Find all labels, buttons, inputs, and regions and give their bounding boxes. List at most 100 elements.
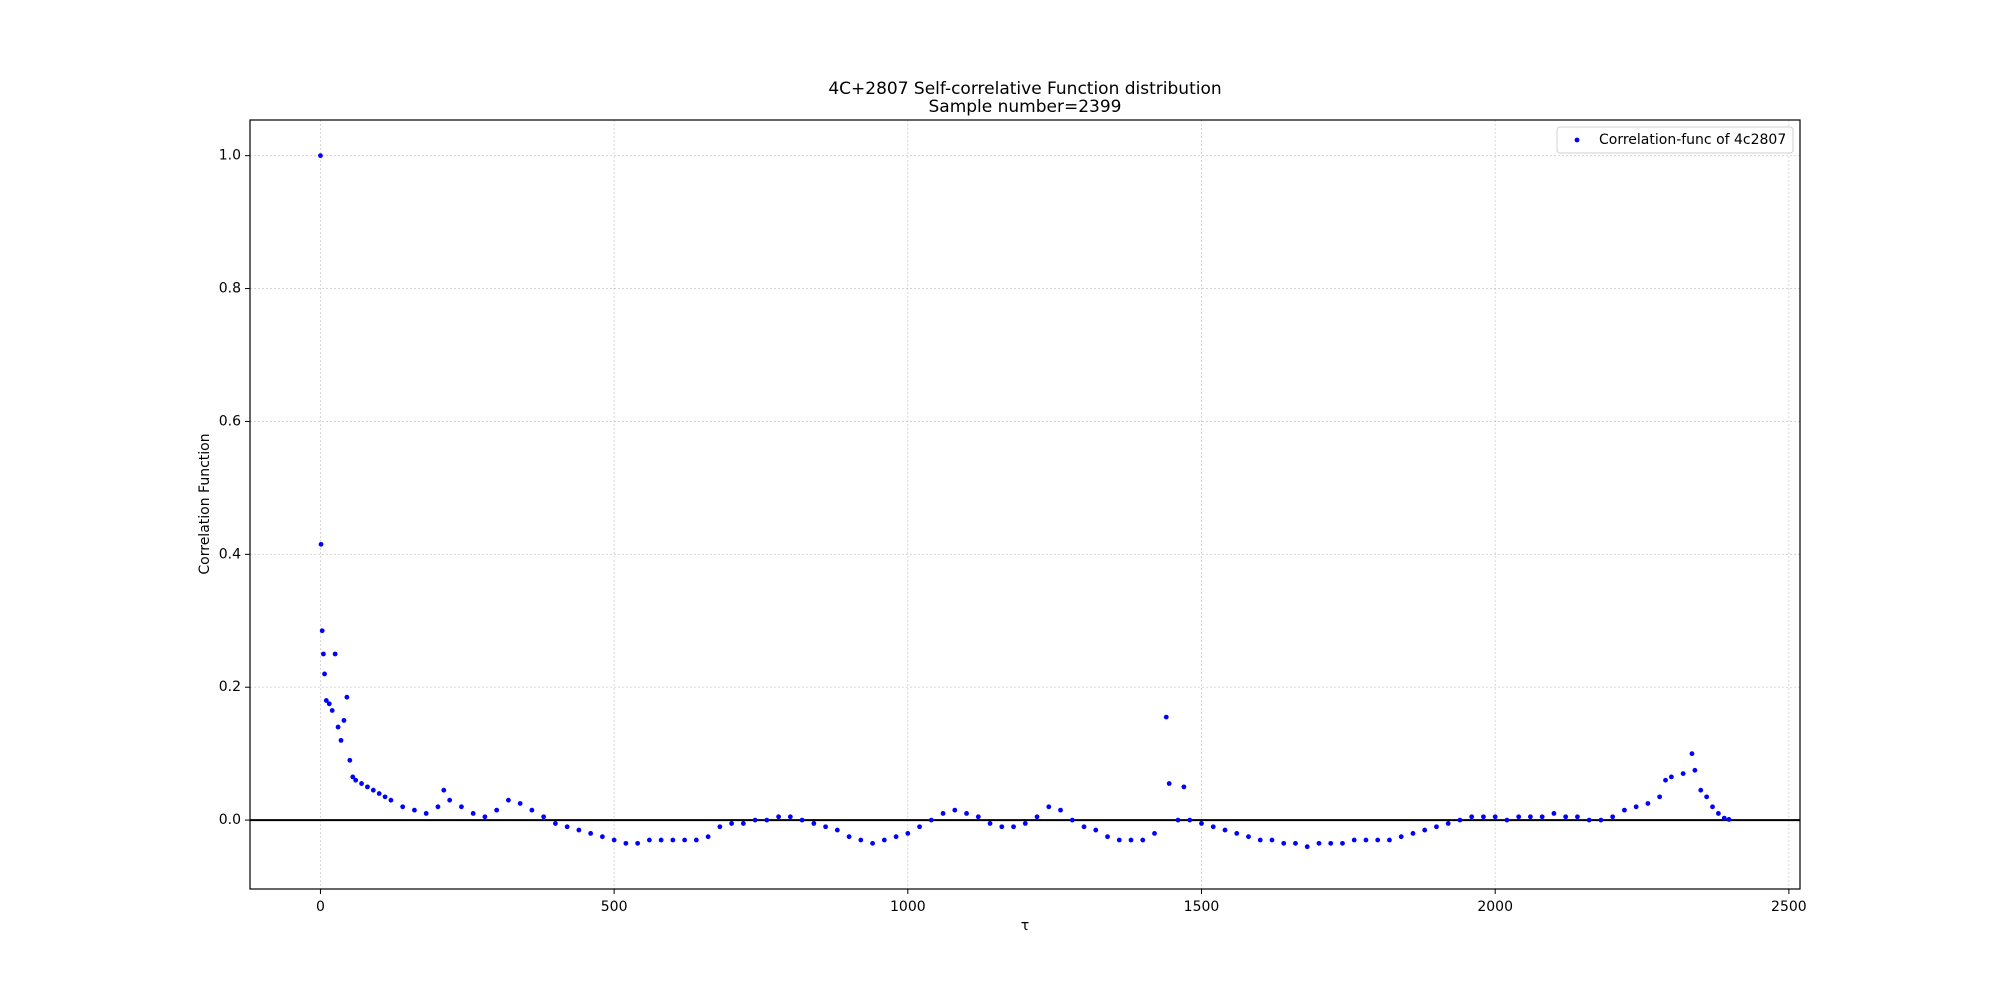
data-point bbox=[1340, 840, 1345, 846]
data-point bbox=[1721, 815, 1727, 821]
data-point bbox=[1492, 814, 1498, 820]
data-point bbox=[635, 840, 641, 846]
data-point bbox=[599, 834, 605, 840]
data-point bbox=[1698, 787, 1704, 793]
data-point bbox=[1304, 844, 1310, 850]
data-point bbox=[344, 694, 350, 700]
y-tick-label: 1.0 bbox=[219, 148, 241, 164]
data-point bbox=[987, 821, 993, 826]
data-point bbox=[1715, 811, 1721, 816]
data-point bbox=[1022, 821, 1028, 826]
data-point bbox=[365, 784, 370, 790]
data-point bbox=[658, 837, 664, 843]
data-point bbox=[1645, 801, 1651, 806]
data-point bbox=[776, 814, 781, 820]
data-point bbox=[1528, 814, 1533, 820]
data-point bbox=[318, 541, 324, 547]
data-point bbox=[1222, 827, 1228, 833]
data-point bbox=[588, 830, 594, 836]
data-point bbox=[623, 840, 629, 846]
data-point bbox=[1504, 817, 1510, 823]
x-tick-label: 2000 bbox=[1477, 899, 1513, 915]
data-point bbox=[846, 834, 852, 840]
data-point bbox=[1210, 824, 1216, 830]
data-point bbox=[382, 794, 388, 800]
data-point bbox=[764, 817, 770, 823]
data-point bbox=[400, 804, 406, 810]
data-point bbox=[541, 814, 547, 820]
data-point bbox=[359, 781, 364, 786]
data-point bbox=[1551, 811, 1557, 816]
data-point bbox=[1692, 767, 1698, 773]
data-point bbox=[1726, 817, 1732, 822]
data-point bbox=[447, 797, 453, 803]
data-point bbox=[1575, 814, 1580, 820]
data-point bbox=[332, 651, 338, 657]
x-tick-label: 0 bbox=[316, 899, 325, 915]
legend-label: Correlation-func of 4c2807 bbox=[1599, 132, 1786, 148]
x-axis-label: τ bbox=[1021, 918, 1029, 934]
data-point bbox=[729, 821, 735, 826]
data-point bbox=[459, 804, 464, 810]
data-point bbox=[1163, 714, 1169, 720]
x-tick-label: 1000 bbox=[890, 899, 926, 915]
data-point bbox=[1680, 771, 1686, 776]
data-point bbox=[1387, 837, 1392, 843]
chart-title: 4C+2807 Self-correlative Function distri… bbox=[828, 79, 1221, 99]
plot-frame bbox=[249, 119, 1801, 890]
data-point bbox=[1586, 817, 1592, 823]
data-point bbox=[1116, 837, 1122, 843]
data-point bbox=[1328, 840, 1334, 846]
data-point bbox=[799, 817, 805, 823]
data-point bbox=[353, 777, 359, 783]
data-point bbox=[319, 628, 325, 634]
data-point bbox=[1046, 804, 1052, 810]
data-point bbox=[1539, 814, 1545, 820]
data-point bbox=[482, 814, 488, 820]
y-tick-label: 0.2 bbox=[219, 679, 241, 695]
data-point bbox=[1422, 827, 1428, 833]
data-point bbox=[350, 774, 356, 780]
data-point bbox=[1657, 794, 1663, 800]
data-point bbox=[1069, 817, 1075, 823]
data-point bbox=[564, 824, 570, 830]
legend-box bbox=[1556, 126, 1794, 154]
data-point bbox=[1187, 817, 1193, 823]
data-point bbox=[1363, 837, 1369, 843]
data-point bbox=[1166, 781, 1172, 786]
data-point bbox=[1598, 817, 1604, 823]
chart-subtitle: Sample number=2399 bbox=[928, 97, 1121, 117]
data-point bbox=[858, 837, 864, 843]
data-point bbox=[1633, 804, 1639, 810]
data-point bbox=[1199, 821, 1204, 826]
data-point bbox=[1622, 807, 1627, 813]
data-point bbox=[1563, 814, 1569, 820]
data-point bbox=[1445, 821, 1451, 826]
data-point bbox=[517, 801, 523, 806]
data-point bbox=[423, 811, 429, 816]
data-point bbox=[1398, 834, 1404, 840]
x-tick-label: 1500 bbox=[1184, 899, 1220, 915]
data-point bbox=[1105, 834, 1110, 840]
data-point bbox=[682, 837, 688, 843]
data-point bbox=[322, 671, 327, 677]
data-point bbox=[376, 791, 382, 796]
data-point bbox=[412, 807, 417, 813]
data-point bbox=[1351, 837, 1357, 843]
data-point bbox=[1668, 774, 1674, 780]
data-point bbox=[370, 787, 376, 793]
data-point bbox=[1689, 751, 1695, 757]
data-point bbox=[1093, 827, 1099, 833]
data-point bbox=[335, 724, 341, 730]
data-point bbox=[1710, 804, 1715, 810]
data-point bbox=[611, 837, 617, 843]
data-point bbox=[975, 814, 981, 820]
y-tick-label: 0.0 bbox=[219, 812, 241, 828]
y-tick-label: 0.4 bbox=[219, 546, 241, 562]
data-point bbox=[1128, 837, 1134, 843]
data-point bbox=[964, 811, 969, 816]
data-point bbox=[1481, 814, 1486, 820]
data-point bbox=[893, 834, 899, 840]
data-point bbox=[646, 837, 652, 843]
data-point bbox=[529, 807, 535, 813]
